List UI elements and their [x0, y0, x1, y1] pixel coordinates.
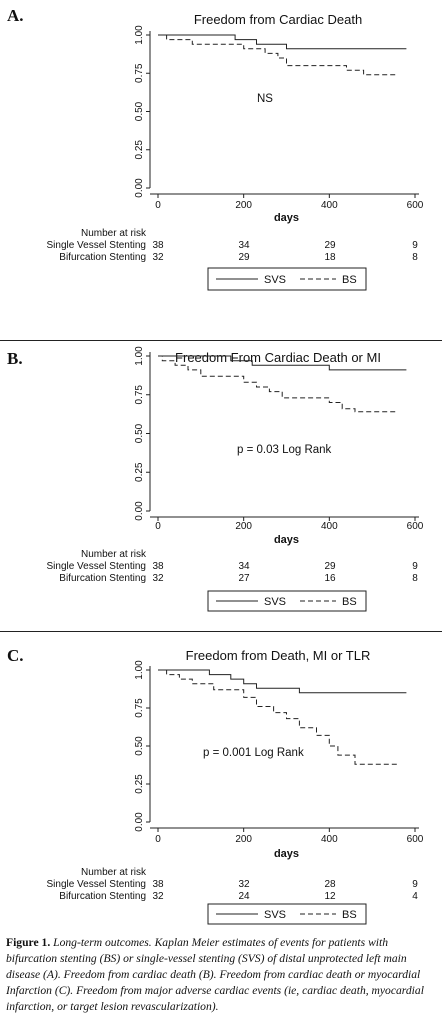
risk-value: 8: [412, 573, 418, 584]
stat-annotation: p = 0.03 Log Rank: [237, 444, 332, 456]
y-tick-label: 1.00: [134, 346, 145, 366]
risk-value: 34: [238, 561, 250, 572]
risk-value: 9: [412, 240, 418, 251]
y-tick-label: 0.75: [134, 63, 145, 83]
legend-label-svs: SVS: [264, 596, 286, 608]
risk-value: 32: [152, 252, 164, 263]
y-tick-label: 0.50: [134, 423, 145, 443]
x-tick-label: 200: [235, 834, 252, 845]
y-tick-label: 0.75: [134, 385, 145, 405]
chart-title: Freedom From Cardiac Death or MI: [175, 350, 381, 365]
panel-divider: [0, 631, 442, 632]
risk-value: 29: [324, 240, 336, 251]
series-line-svs: [158, 34, 407, 50]
risk-value: 18: [324, 252, 336, 263]
risk-table-header: Number at risk: [81, 867, 147, 878]
risk-value: 8: [412, 252, 418, 263]
x-axis-label: days: [274, 848, 299, 860]
caption-lead: Figure 1.: [6, 936, 51, 949]
figure-caption: Figure 1. Long-term outcomes. Kaplan Mei…: [6, 935, 436, 1015]
risk-value: 32: [238, 879, 250, 890]
risk-table-header: Number at risk: [81, 228, 147, 239]
chart-title: Freedom from Death, MI or TLR: [186, 648, 371, 663]
risk-value: 12: [324, 891, 336, 902]
risk-value: 34: [238, 240, 250, 251]
series-line-svs: [158, 355, 407, 371]
risk-value: 16: [324, 573, 336, 584]
x-tick-label: 0: [155, 521, 161, 532]
stat-annotation: NS: [257, 93, 273, 105]
chart-title: Freedom from Cardiac Death: [194, 12, 362, 27]
y-tick-label: 1.00: [134, 660, 145, 680]
x-tick-label: 400: [321, 200, 338, 211]
risk-row-label: Single Vessel Stenting: [46, 879, 146, 890]
risk-value: 24: [238, 891, 250, 902]
stat-annotation: p = 0.001 Log Rank: [203, 747, 304, 759]
panel-divider: [0, 340, 442, 341]
risk-row-label: Bifurcation Stenting: [59, 252, 146, 263]
x-tick-label: 200: [235, 521, 252, 532]
risk-value: 38: [152, 879, 164, 890]
risk-value: 29: [238, 252, 250, 263]
legend-box: [207, 590, 367, 612]
legend-label-bs: BS: [342, 274, 357, 286]
y-tick-label: 0.00: [134, 501, 145, 521]
x-tick-label: 400: [321, 834, 338, 845]
series-line-bs: [158, 355, 398, 413]
y-tick-label: 0.00: [134, 812, 145, 832]
x-tick-label: 600: [407, 200, 424, 211]
risk-value: 29: [324, 561, 336, 572]
series-line-bs: [158, 34, 396, 76]
risk-value: 9: [412, 879, 418, 890]
risk-value: 32: [152, 573, 164, 584]
x-tick-label: 600: [407, 834, 424, 845]
risk-value: 27: [238, 573, 250, 584]
panel-label-a: A.: [7, 6, 24, 25]
panel-c: C. Freedom from Death, MI or TLR 0.00 0.25…: [0, 632, 442, 932]
panel-label-b: B.: [7, 349, 23, 368]
legend-box: [207, 267, 367, 291]
risk-value: 4: [412, 891, 418, 902]
legend-label-bs: BS: [342, 596, 357, 608]
risk-row-label: Bifurcation Stenting: [59, 891, 146, 902]
panel-b: B. Freedom From Cardiac Death or MI 0.00 0…: [0, 341, 442, 631]
chart-c: Freedom from Death, MI or TLR 0.00 0.25 0.5…: [46, 648, 424, 925]
y-tick-label: 1.00: [134, 25, 145, 45]
y-tick-label: 0.50: [134, 736, 145, 756]
risk-value: 9: [412, 561, 418, 572]
y-tick-label: 0.00: [134, 178, 145, 198]
x-tick-label: 600: [407, 521, 424, 532]
risk-value: 38: [152, 561, 164, 572]
caption-text: Long-term outcomes. Kaplan Meier estimat…: [6, 936, 424, 1013]
panel-a: A. Freedom from Cardiac Death 0.00 0.25 0.5…: [0, 0, 442, 340]
panel-label-c: C.: [7, 646, 24, 665]
legend-label-svs: SVS: [264, 274, 286, 286]
risk-row-label: Bifurcation Stenting: [59, 573, 146, 584]
legend-label-svs: SVS: [264, 909, 286, 921]
x-tick-label: 0: [155, 200, 161, 211]
risk-value: 28: [324, 879, 336, 890]
legend-label-bs: BS: [342, 909, 357, 921]
y-tick-label: 0.50: [134, 101, 145, 121]
x-axis-label: days: [274, 534, 299, 546]
x-tick-label: 0: [155, 834, 161, 845]
risk-row-label: Single Vessel Stenting: [46, 561, 146, 572]
y-tick-label: 0.75: [134, 698, 145, 718]
chart-b: Freedom From Cardiac Death or MI 0.00 0.25…: [46, 346, 424, 612]
chart-a: Freedom from Cardiac Death 0.00 0.25 0.50 0.…: [46, 12, 424, 291]
risk-value: 38: [152, 240, 164, 251]
risk-value: 32: [152, 891, 164, 902]
risk-row-label: Single Vessel Stenting: [46, 240, 146, 251]
x-axis-label: days: [274, 212, 299, 224]
series-line-svs: [158, 669, 407, 694]
series-line-bs: [158, 669, 398, 765]
risk-table-header: Number at risk: [81, 549, 147, 560]
y-tick-label: 0.25: [134, 462, 145, 482]
x-tick-label: 200: [235, 200, 252, 211]
y-tick-label: 0.25: [134, 140, 145, 160]
x-tick-label: 400: [321, 521, 338, 532]
y-tick-label: 0.25: [134, 774, 145, 794]
legend-box: [207, 903, 367, 925]
